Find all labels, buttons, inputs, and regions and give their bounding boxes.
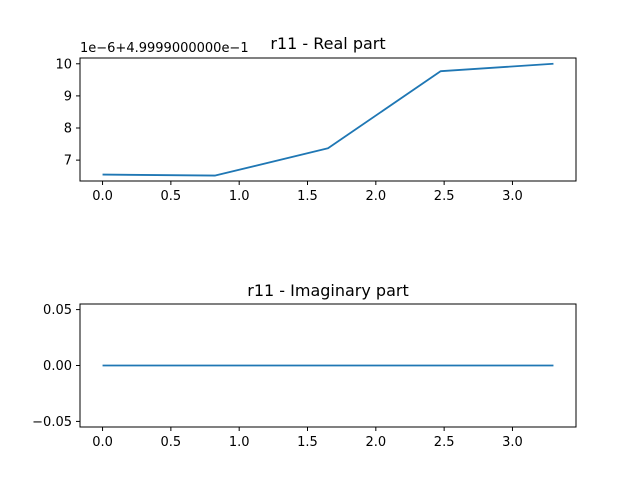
real-part-ytick-label: 8: [64, 122, 72, 137]
real-part-title: r11 - Real part: [270, 34, 385, 53]
imaginary-part-xtick-label: 0.5: [161, 435, 182, 450]
imaginary-part-xtick-label: 3.0: [502, 435, 523, 450]
real-part-xtick-label: 2.0: [365, 189, 386, 204]
real-part-series-line: [102, 62, 554, 177]
imaginary-part-ytick-label: −0.05: [32, 415, 72, 430]
real-part-ytick-label: 7: [64, 154, 72, 169]
imaginary-part-axes: r11 - Imaginary part 0.0 0.5 1.0 1.5 2.0 2.5 3…: [32, 281, 577, 450]
real-part-axes: r11 - Real part 1e−6+4.9999000000e−1 0.0…: [55, 34, 577, 204]
imaginary-part-xtick-label: 1.0: [229, 435, 250, 450]
real-part-offset-label: 1e−6+4.9999000000e−1: [80, 41, 249, 56]
imaginary-part-marks: 0.0 0.5 1.0 1.5 2.0 2.5 3.0 0.05 0.00 −0.05: [32, 303, 554, 450]
imaginary-part-xtick-label: 1.5: [297, 435, 318, 450]
real-part-xtick-label: 1.5: [297, 189, 318, 204]
real-part-xtick-label: 1.0: [229, 189, 250, 204]
real-part-xtick-label: 3.0: [502, 189, 523, 204]
imaginary-part-xtick-label: 2.0: [365, 435, 386, 450]
imaginary-part-ytick-label: 0.05: [43, 303, 72, 318]
real-part-marks: 0.0 0.5 1.0 1.5 2.0 2.5 3.0 7 8 9 10: [55, 57, 554, 204]
imaginary-part-frame: [79, 303, 577, 428]
imaginary-part-title: r11 - Imaginary part: [247, 281, 408, 300]
real-part-frame: [79, 57, 577, 182]
real-part-xtick-label: 0.5: [161, 189, 182, 204]
real-part-xtick-label: 0.0: [92, 189, 113, 204]
imaginary-part-xtick-label: 2.5: [434, 435, 455, 450]
imaginary-part-xtick-label: 0.0: [92, 435, 113, 450]
real-part-ytick-label: 10: [55, 57, 72, 72]
real-part-xtick-label: 2.5: [434, 189, 455, 204]
imaginary-part-ytick-label: 0.00: [43, 359, 72, 374]
real-part-ytick-label: 9: [64, 89, 72, 104]
